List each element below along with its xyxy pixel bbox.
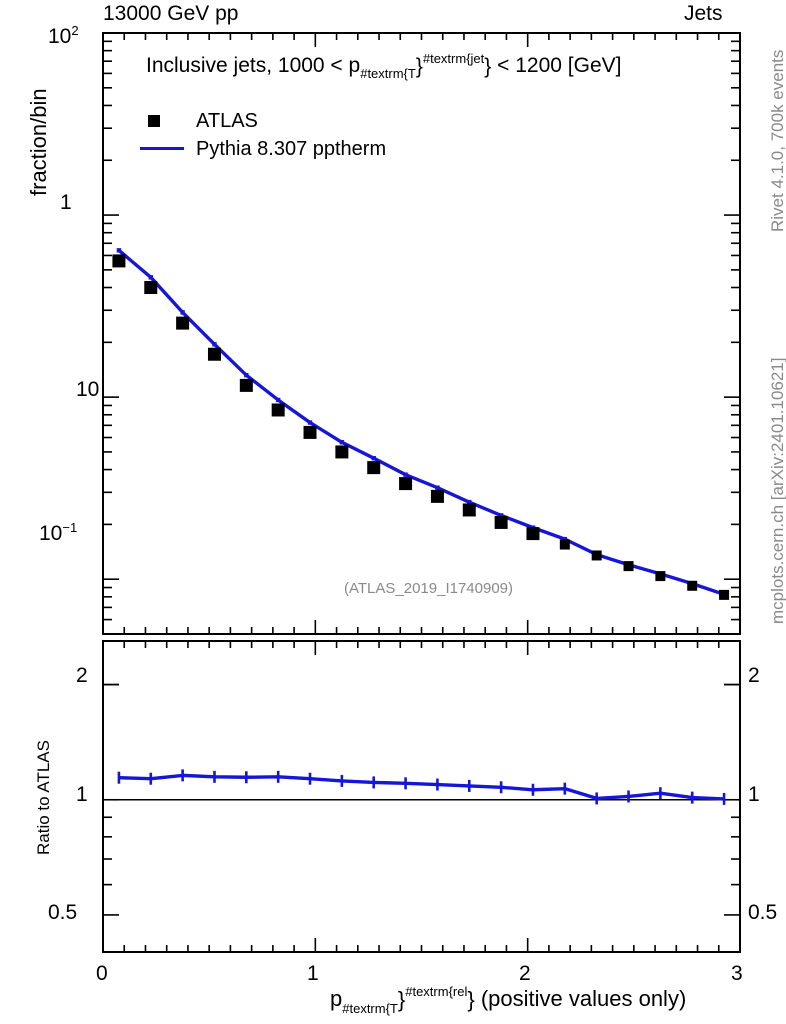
title-tail-text: < 1200 [GeV] — [491, 54, 622, 77]
ratio-ytick-0p5-right: 0.5 — [748, 901, 778, 924]
main-ytick-100: 102 — [48, 23, 79, 49]
ratio-ytick-2-right: 2 — [748, 664, 760, 687]
plot-annotation-title: Inclusive jets, 1000 < p#textrm{T}#textr… — [146, 51, 622, 81]
main-ytick-100-exponent: 2 — [71, 23, 79, 38]
legend-label-pythia: Pythia 8.307 pptherm — [196, 138, 387, 160]
ratio-ytick-1-left: 1 — [76, 783, 88, 806]
legend-label-atlas: ATLAS — [196, 110, 258, 132]
title-subscript-t: #textrm{T — [360, 66, 416, 81]
title-brace-1: } — [415, 55, 423, 78]
pythia-curve-ratio — [117, 769, 726, 805]
main-ytick-0p1-exponent: −1 — [62, 520, 78, 535]
main-panel-frame — [102, 32, 741, 635]
main-panel-ticks — [102, 32, 741, 635]
main-ytick-0p1: 10−1 — [39, 520, 78, 546]
xaxis-label-tail: (positive values only) — [474, 986, 687, 1011]
ratio-panel-ticks — [102, 641, 741, 953]
xaxis-label-p: p — [330, 986, 343, 1011]
xaxis-label-subscript-t: #textrm{T — [342, 1001, 398, 1016]
xtick-2: 2 — [519, 962, 531, 985]
xtick-1: 1 — [307, 962, 319, 985]
header-beam-label: 13000 GeV pp — [103, 2, 239, 25]
ratio-ytick-0p5-left: 0.5 — [48, 901, 78, 924]
watermark-analysis-id: (ATLAS_2019_I1740909) — [344, 580, 514, 597]
xaxis-label-brace-1: } — [397, 987, 406, 1012]
title-superscript-jet: #textrm{jet — [422, 51, 485, 66]
main-ytick-0p1-mantissa: 10 — [39, 522, 63, 545]
xaxis-label: p#textrm{T}#textrm{rel} (positive values… — [330, 984, 687, 1016]
title-main-text: Inclusive jets, 1000 < p — [146, 54, 361, 77]
xaxis-label-brace-2: } — [467, 987, 475, 1012]
xtick-3: 3 — [731, 962, 743, 985]
square-marker-icon — [148, 115, 160, 127]
ratio-ytick-1-right: 1 — [748, 783, 760, 806]
atlas-markers-main — [112, 254, 730, 600]
main-ytick-100-mantissa: 10 — [48, 25, 72, 48]
main-ytick-1: 10 — [76, 378, 100, 401]
line-marker-icon — [140, 147, 184, 150]
pythia-curve-main — [116, 248, 727, 597]
xaxis-label-superscript-rel: #textrm{rel — [405, 984, 468, 999]
ratio-ytick-2-left: 2 — [76, 664, 88, 687]
title-brace-2: } — [484, 55, 492, 78]
xtick-0: 0 — [96, 962, 108, 985]
main-ytick-10: 1 — [60, 191, 72, 214]
header-process-label: Jets — [684, 2, 723, 25]
